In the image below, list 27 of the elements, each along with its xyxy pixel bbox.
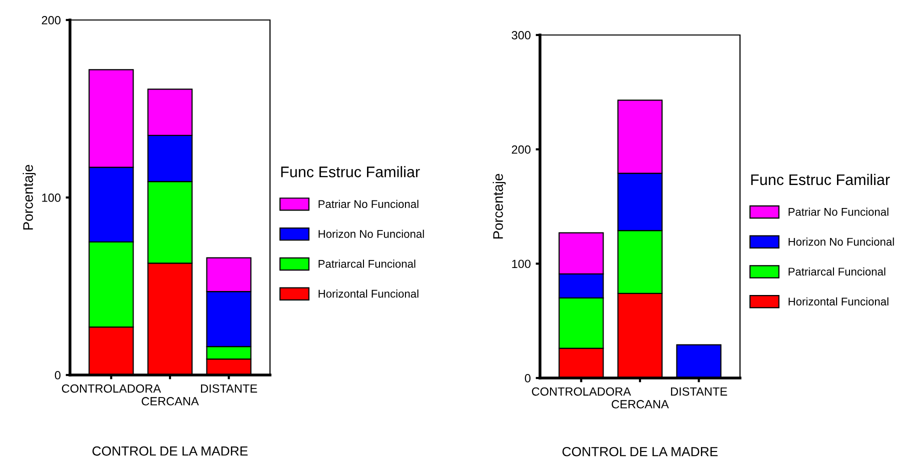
legend-title: Func Estruc Familiar bbox=[751, 174, 890, 186]
x-tick-label: CONTROLADORA bbox=[62, 384, 162, 393]
legend-label: Horizon No Funcional bbox=[788, 238, 894, 246]
x-axis-title: CONTROL DE LA MADRE bbox=[562, 446, 718, 456]
legend-label: Patriar No Funcional bbox=[318, 200, 418, 208]
legend-label: Horizontal Funcional bbox=[318, 290, 418, 298]
legend-label: Horizontal Funcional bbox=[788, 297, 888, 306]
legend-label: Patriarcal Funcional bbox=[318, 260, 416, 268]
y-axis-title: Porcentaje bbox=[492, 174, 506, 239]
y-tick-label: 200 bbox=[512, 145, 531, 154]
y-tick-label: 0 bbox=[54, 371, 61, 380]
x-tick-label: CERCANA bbox=[612, 400, 669, 408]
y-axis-title: Porcentaje bbox=[22, 164, 36, 230]
y-tick-label: 100 bbox=[512, 260, 531, 268]
y-tick-label: 200 bbox=[42, 16, 61, 24]
legend-label: Horizon No Funcional bbox=[318, 230, 424, 238]
x-tick-label: CERCANA bbox=[142, 397, 199, 406]
y-tick-label: 300 bbox=[512, 31, 531, 40]
x-tick-label: CONTROLADORA bbox=[532, 387, 632, 396]
x-axis-title: CONTROL DE LA MADRE bbox=[92, 446, 248, 456]
legend-title: Func Estruc Familiar bbox=[281, 166, 420, 178]
legend-label: Patriarcal Funcional bbox=[788, 267, 886, 276]
y-tick-label: 100 bbox=[42, 194, 61, 202]
y-tick-label: 0 bbox=[524, 374, 531, 382]
x-tick-label: DISTANTE bbox=[671, 387, 728, 396]
x-tick-label: DISTANTE bbox=[201, 384, 258, 393]
legend-label: Patriar No Funcional bbox=[788, 208, 888, 216]
